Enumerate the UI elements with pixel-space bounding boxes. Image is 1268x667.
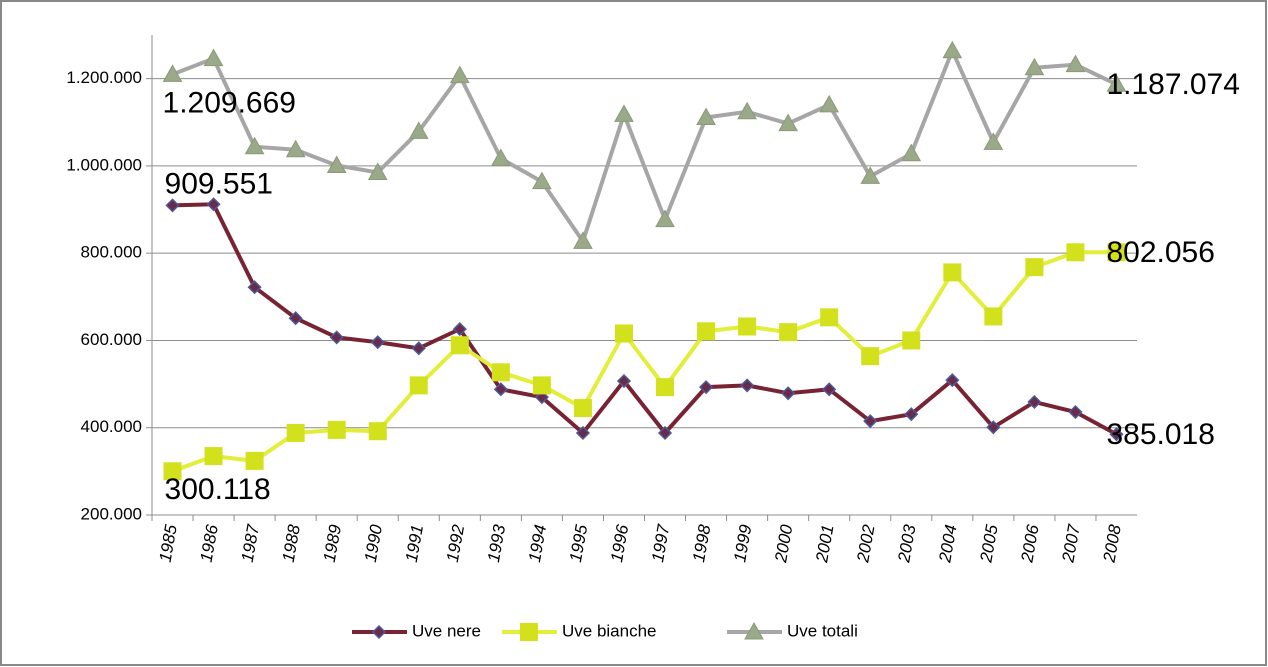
marker [744, 621, 764, 640]
marker [1024, 57, 1045, 76]
legend-label: Uve bianche [562, 621, 657, 640]
marker [573, 231, 593, 249]
marker [452, 322, 467, 337]
data-label: 1.187.074 [1106, 68, 1239, 101]
marker [901, 143, 922, 162]
marker [575, 425, 590, 441]
series [162, 40, 1127, 249]
marker [493, 382, 508, 397]
marker [657, 425, 673, 441]
marker [329, 330, 344, 345]
marker [491, 363, 510, 382]
y-tick-label: 600.000 [81, 330, 142, 349]
marker [532, 171, 552, 190]
marker [408, 121, 429, 139]
y-tick-label: 1.000.000 [66, 155, 142, 174]
y-tick-label: 1.200.000 [66, 68, 142, 87]
marker [781, 386, 796, 401]
data-label: 385.018 [1106, 418, 1214, 451]
marker [1066, 243, 1085, 262]
marker [165, 198, 180, 213]
marker [247, 280, 262, 295]
marker [822, 382, 837, 397]
series-line [171, 45, 1118, 246]
data-label: 1.209.669 [163, 86, 296, 119]
marker [942, 40, 963, 59]
marker [779, 323, 798, 342]
marker [490, 148, 511, 166]
marker [737, 101, 757, 120]
marker [699, 380, 714, 395]
marker [655, 209, 675, 228]
marker [1106, 74, 1127, 92]
marker [738, 317, 757, 336]
marker [204, 447, 223, 466]
marker [945, 373, 960, 388]
marker [740, 378, 755, 393]
marker [449, 65, 470, 84]
marker [614, 324, 633, 343]
marker [943, 263, 962, 282]
marker [861, 347, 880, 366]
data-label: 909.551 [165, 167, 273, 200]
marker [656, 378, 675, 397]
marker [285, 139, 306, 158]
marker [368, 422, 387, 441]
marker [860, 166, 881, 184]
y-tick-label: 400.000 [81, 417, 142, 436]
marker [326, 155, 347, 173]
legend-label: Uve totali [787, 621, 858, 640]
marker [986, 420, 1001, 435]
series-lines [162, 40, 1127, 481]
marker [902, 331, 921, 350]
marker [411, 341, 426, 356]
marker [573, 399, 592, 418]
marker [203, 48, 224, 67]
data-label: 300.118 [165, 473, 271, 506]
data-label: 802.056 [1106, 236, 1214, 269]
marker [1109, 427, 1124, 442]
marker [327, 420, 346, 439]
marker [245, 451, 264, 470]
marker [904, 407, 919, 422]
marker [1065, 54, 1086, 73]
y-tick-label: 200.000 [81, 504, 142, 523]
y-tick-label: 800.000 [81, 243, 142, 262]
marker [819, 94, 840, 113]
series-line [172, 202, 1118, 437]
marker [863, 414, 878, 429]
marker [163, 462, 182, 481]
marker [532, 376, 551, 395]
marker [820, 308, 839, 327]
marker [614, 104, 634, 122]
marker [367, 162, 388, 180]
legend-label: Uve nere [412, 621, 481, 640]
marker [984, 307, 1003, 326]
marker [1107, 243, 1126, 262]
marker [450, 336, 469, 355]
series [165, 197, 1124, 442]
marker [697, 322, 716, 341]
marker [206, 197, 221, 212]
marker [162, 64, 183, 82]
marker [616, 373, 632, 389]
marker [696, 107, 716, 125]
marker [409, 376, 428, 395]
marker [370, 335, 385, 350]
marker [983, 132, 1004, 150]
series [163, 243, 1126, 481]
marker [778, 113, 799, 132]
marker [1025, 258, 1044, 277]
marker [286, 423, 305, 442]
marker [1068, 404, 1083, 420]
marker [371, 624, 387, 640]
marker [244, 136, 265, 155]
marker [520, 623, 538, 641]
marker [288, 311, 303, 326]
marker [1027, 394, 1042, 410]
